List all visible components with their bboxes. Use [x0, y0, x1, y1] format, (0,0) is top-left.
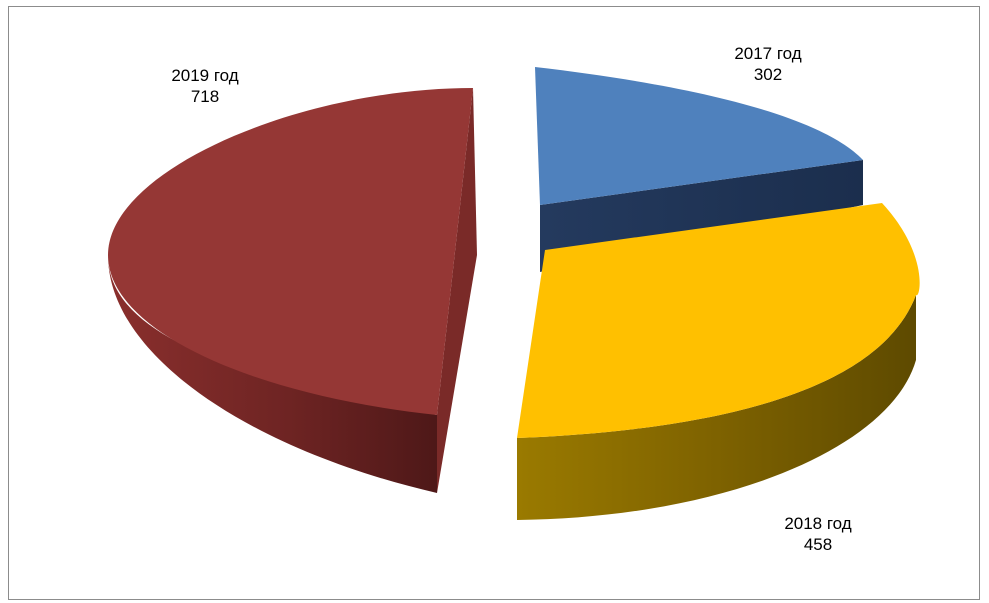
- label-2017: 2017 год 302: [734, 44, 801, 84]
- slice-2018-top: [517, 203, 920, 438]
- slice-2018: [517, 203, 920, 520]
- label-2019-category: 2019 год: [171, 66, 238, 85]
- slice-2019-top: [108, 88, 473, 415]
- label-2019: 2019 год 718: [171, 66, 238, 106]
- label-2017-category: 2017 год: [734, 44, 801, 63]
- slice-2017-top: [535, 67, 863, 205]
- label-2017-value: 302: [754, 65, 782, 84]
- slice-2019-side: [108, 255, 437, 493]
- label-2019-value: 718: [191, 87, 219, 106]
- label-2018-value: 458: [804, 535, 832, 554]
- label-2018-category: 2018 год: [784, 514, 851, 533]
- slice-2018-side: [517, 295, 916, 520]
- label-2018: 2018 год 458: [784, 514, 851, 554]
- slice-2019: [108, 88, 477, 493]
- slice-2019-cut: [437, 88, 477, 493]
